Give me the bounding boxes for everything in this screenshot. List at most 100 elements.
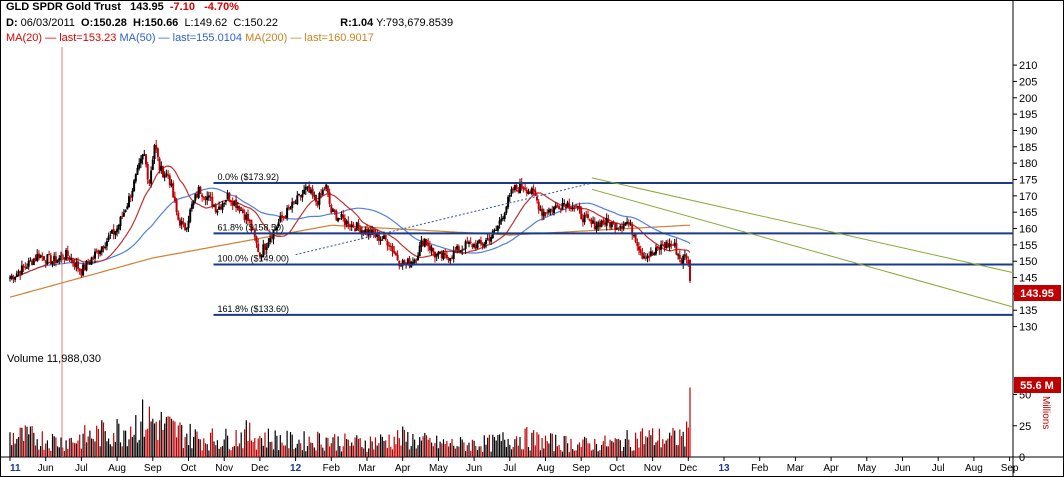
candle-body bbox=[689, 259, 691, 281]
candle-body bbox=[434, 251, 436, 258]
volume-bar bbox=[160, 411, 162, 457]
volume-bar bbox=[560, 450, 562, 457]
volume-bar bbox=[114, 441, 116, 457]
volume-bar bbox=[497, 435, 499, 457]
candle-body bbox=[474, 244, 477, 249]
candle-body bbox=[559, 208, 562, 210]
volume-bar bbox=[116, 418, 118, 457]
volume-bar bbox=[397, 430, 399, 457]
candle-body bbox=[223, 203, 226, 205]
candle-body bbox=[250, 219, 253, 231]
y-tick-label: 195 bbox=[1019, 109, 1037, 121]
candle-body bbox=[585, 214, 588, 216]
candle-body bbox=[505, 206, 508, 213]
candle-body bbox=[82, 264, 85, 276]
volume-bar bbox=[186, 433, 188, 457]
candle-body bbox=[546, 212, 549, 214]
candle-body bbox=[175, 200, 178, 213]
candle-body bbox=[678, 254, 681, 259]
candle-body bbox=[316, 201, 319, 206]
volume-bar bbox=[471, 439, 473, 457]
candle-body bbox=[512, 188, 515, 191]
x-tick-label: Nov bbox=[644, 463, 662, 474]
candle-body bbox=[349, 225, 351, 228]
volume-bar bbox=[295, 447, 297, 457]
volume-bar bbox=[465, 450, 467, 457]
volume-bar bbox=[106, 441, 108, 457]
x-tick-label: Aug bbox=[108, 463, 126, 474]
volume-bar bbox=[228, 449, 230, 457]
candle-body bbox=[394, 252, 397, 256]
volume-bar bbox=[687, 427, 689, 457]
volume-bar bbox=[669, 432, 671, 457]
volume-bar bbox=[136, 442, 139, 457]
candle-body bbox=[20, 265, 23, 275]
x-tick-label: Feb bbox=[323, 463, 341, 474]
candle-body bbox=[158, 158, 161, 171]
trendlines-layer bbox=[295, 177, 1014, 308]
candle-body bbox=[513, 185, 516, 191]
volume-bar bbox=[242, 448, 244, 457]
volume-bar bbox=[235, 430, 237, 457]
volume-bar bbox=[108, 438, 110, 457]
volume-bar bbox=[524, 428, 526, 457]
candle-body bbox=[673, 242, 676, 246]
volume-bar bbox=[611, 441, 613, 457]
volume-bar bbox=[193, 436, 195, 457]
candle-body bbox=[150, 170, 153, 184]
volume-bar bbox=[602, 441, 604, 457]
volume-bar bbox=[412, 433, 414, 457]
candle-body bbox=[247, 213, 249, 221]
volume-bar bbox=[179, 422, 181, 457]
volume-bar bbox=[170, 418, 173, 457]
candle-body bbox=[629, 222, 632, 224]
volume-bar bbox=[631, 450, 633, 457]
candle-body bbox=[77, 261, 79, 269]
candle-body bbox=[109, 234, 112, 236]
candle-body bbox=[15, 273, 18, 277]
volume-bar bbox=[254, 438, 256, 457]
volume-bar bbox=[483, 435, 485, 457]
candle-body bbox=[449, 258, 452, 261]
candle-body bbox=[128, 196, 130, 208]
candle-body bbox=[479, 240, 482, 244]
price-axis: 1301351401451501551601651701751801851901… bbox=[1013, 60, 1037, 464]
volume-bar bbox=[332, 437, 334, 457]
volume-bar bbox=[216, 440, 218, 457]
candle-body bbox=[403, 260, 406, 265]
candle-body bbox=[519, 183, 521, 194]
volume-bar bbox=[556, 446, 558, 457]
volume-bar bbox=[517, 445, 519, 457]
volume-bar bbox=[155, 421, 157, 457]
candle-body bbox=[308, 185, 311, 193]
volume-bar bbox=[599, 450, 601, 457]
candle-body bbox=[444, 253, 447, 255]
candle-body bbox=[646, 255, 649, 259]
candle-body bbox=[530, 188, 533, 195]
candle-body bbox=[9, 277, 11, 279]
volume-bar bbox=[604, 435, 606, 457]
volume-bar bbox=[271, 441, 273, 457]
volume-bar bbox=[74, 443, 76, 457]
candle-body bbox=[524, 188, 527, 190]
candle-body bbox=[595, 225, 598, 230]
x-tick-label: Sep bbox=[572, 463, 590, 474]
volume-bar bbox=[641, 428, 643, 457]
volume-bar bbox=[594, 438, 596, 457]
candle-body bbox=[359, 227, 362, 234]
volume-bar bbox=[567, 443, 569, 457]
volume-bar bbox=[565, 435, 567, 457]
volume-bar bbox=[351, 442, 353, 457]
volume-bar bbox=[456, 446, 458, 457]
volume-bar bbox=[657, 440, 659, 457]
volume-bar bbox=[284, 445, 286, 457]
volume-bar bbox=[123, 430, 125, 457]
candle-body bbox=[214, 204, 217, 212]
candle-body bbox=[668, 243, 671, 248]
candle-body bbox=[379, 239, 382, 241]
volume-bar bbox=[589, 443, 591, 457]
volume-bar bbox=[442, 439, 445, 457]
candle-body bbox=[335, 210, 338, 221]
volume-bar bbox=[458, 446, 460, 457]
